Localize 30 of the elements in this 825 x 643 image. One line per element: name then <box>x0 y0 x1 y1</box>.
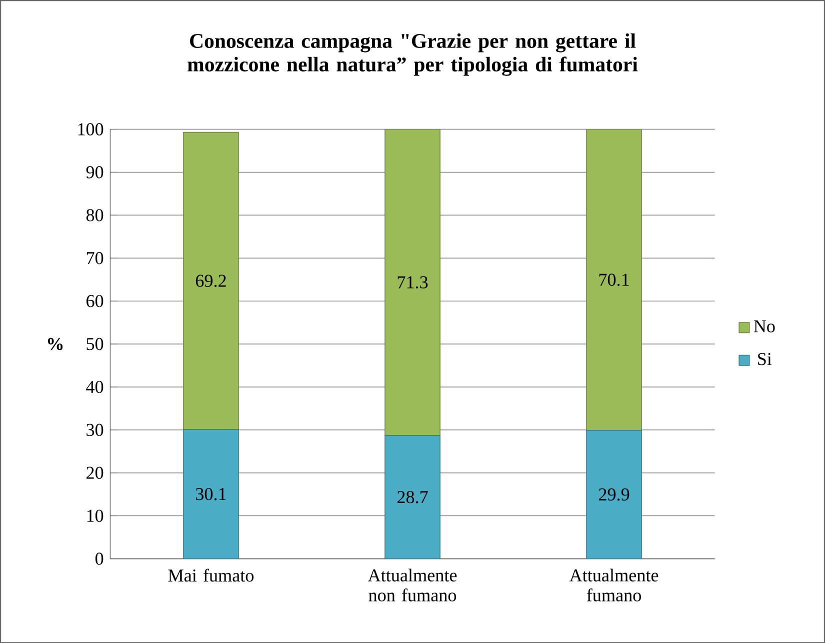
y-tick-label: 40 <box>86 380 104 393</box>
data-label: 71.3 <box>398 276 428 288</box>
y-tick-label: 100 <box>78 123 104 136</box>
bar <box>586 430 642 559</box>
y-tick-label: 10 <box>87 510 104 522</box>
data-label: 29.9 <box>598 488 630 501</box>
bar <box>384 435 440 559</box>
y-tick-label: 20 <box>86 466 104 479</box>
y-tick-label: 80 <box>86 208 104 222</box>
y-tick-label: 70 <box>86 252 104 264</box>
y-tick-label: 30 <box>86 424 104 436</box>
data-label: 28.7 <box>397 490 428 504</box>
chart-title: Conoscenza campagna "Grazie per non gettare il mozzicone nella natura” per tipologia di fumatori <box>188 33 638 76</box>
x-tick-label: Attualmente fumano <box>569 568 658 602</box>
x-tick-label: Mai fumato <box>168 568 254 582</box>
y-tick-label: 90 <box>86 166 104 178</box>
legend-label: Si <box>758 352 772 366</box>
y-tick-label: 60 <box>86 294 104 308</box>
y-axis-title: % <box>48 338 63 350</box>
legend-label: No <box>754 320 775 332</box>
y-tick-label: 50 <box>86 338 104 350</box>
y-tick-label: 0 <box>95 552 104 565</box>
data-label: 69.2 <box>196 274 226 287</box>
x-tick-label: Attualmente non fumano <box>368 568 457 602</box>
bar <box>586 129 642 431</box>
data-label: 30.1 <box>196 488 226 500</box>
bar <box>183 428 239 559</box>
data-label: 70.1 <box>599 274 629 286</box>
bar <box>384 129 440 436</box>
bar <box>183 132 239 430</box>
